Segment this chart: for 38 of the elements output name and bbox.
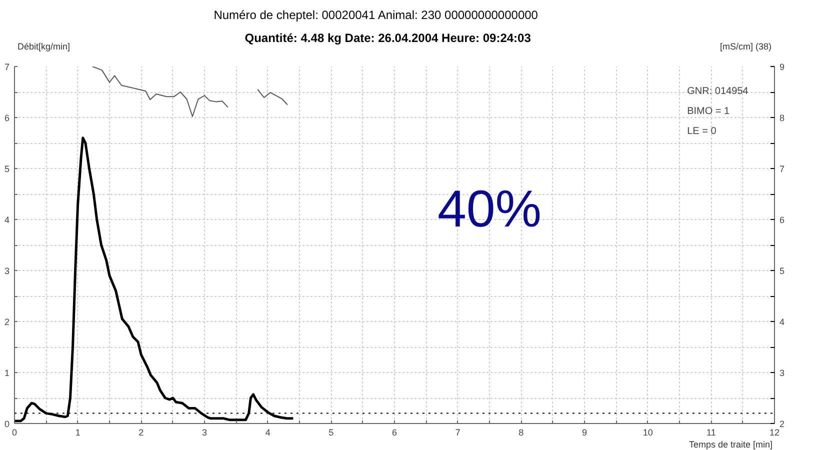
y-tick-label: 2 <box>4 317 10 327</box>
y2-tick-label: 4 <box>780 317 785 327</box>
x-tick-label: 5 <box>328 428 334 438</box>
x-tick-label: 8 <box>518 428 524 438</box>
x-tick-label: 3 <box>202 428 208 438</box>
y2-tick-label: 2 <box>780 419 785 429</box>
y-tick-label: 5 <box>4 164 10 174</box>
annotation: 40% <box>437 180 542 238</box>
annotation: GNR: 014954 <box>687 86 749 97</box>
x-tick-label: 11 <box>706 428 716 438</box>
x-axis-title: Temps de traite [min] <box>688 440 772 450</box>
y-tick-label: 1 <box>4 368 10 378</box>
annotation: BIMO = 1 <box>687 106 730 117</box>
y2-tick-label: 3 <box>780 368 785 378</box>
y-axis-title: Débit[kg/min] <box>18 42 70 52</box>
chart-title: Numéro de cheptel: 00020041 Animal: 230 00000000000000 <box>214 8 538 22</box>
y2-tick-label: 6 <box>780 215 785 225</box>
x-tick-label: 10 <box>642 428 653 438</box>
x-tick-label: 1 <box>75 428 80 438</box>
x-tick-label: 12 <box>769 428 780 438</box>
y2-tick-label: 8 <box>780 113 785 123</box>
y-tick-label: 6 <box>4 113 10 123</box>
y-tick-label: 3 <box>4 266 10 276</box>
y-tick-label: 7 <box>4 62 10 72</box>
y2-axis-title: [mS/cm] (38) <box>720 42 772 52</box>
y-tick-label: 4 <box>4 215 10 225</box>
y-tick-label: 0 <box>4 419 10 429</box>
y2-tick-label: 5 <box>780 266 785 276</box>
x-tick-label: 7 <box>455 428 460 438</box>
x-tick-label: 9 <box>582 428 588 438</box>
y2-tick-label: 7 <box>780 164 785 174</box>
x-tick-label: 2 <box>138 428 144 438</box>
y2-tick-label: 9 <box>780 62 785 72</box>
chart-subtitle: Quantité: 4.48 kg Date: 26.04.2004 Heure: 09:24:03 <box>244 31 532 46</box>
annotation: LE = 0 <box>687 126 717 137</box>
x-tick-label: 4 <box>265 428 270 438</box>
x-tick-label: 0 <box>12 428 18 438</box>
x-tick-label: 6 <box>392 428 398 438</box>
